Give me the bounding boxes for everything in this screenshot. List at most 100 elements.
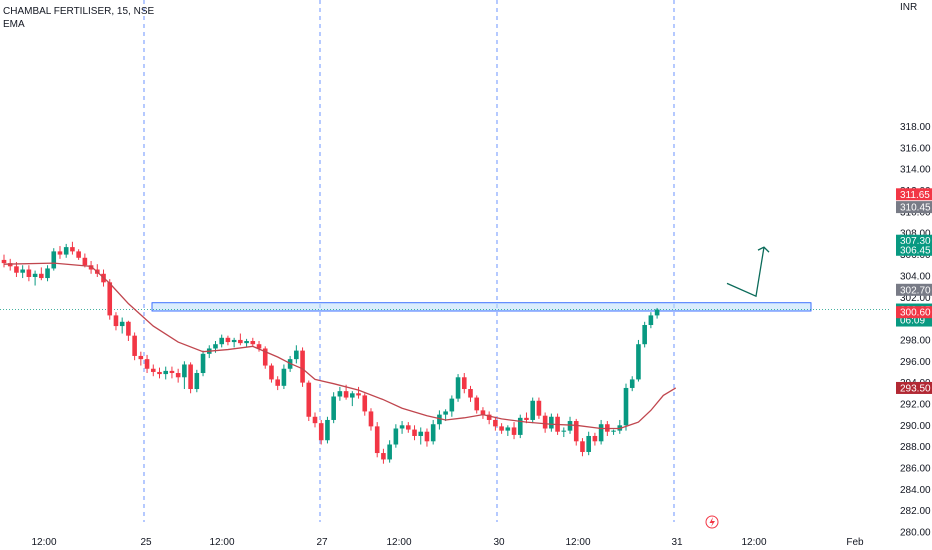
candle-body xyxy=(39,273,44,279)
candle-body xyxy=(399,425,405,429)
candle-body xyxy=(437,414,442,425)
candle-body xyxy=(636,344,641,380)
price-tag-value: 310.45 xyxy=(900,203,931,214)
candle-body xyxy=(138,355,144,360)
indicator-label[interactable]: EMA xyxy=(3,19,25,30)
x-tick-label: 12:00 xyxy=(565,537,590,548)
candle-body xyxy=(517,417,523,435)
candle-body xyxy=(1,259,7,264)
price-tag-box xyxy=(896,306,932,319)
x-tick-label: 12:00 xyxy=(209,537,234,548)
candle-body xyxy=(63,247,69,255)
symbol-title[interactable]: CHAMBAL FERTILISER, 15, NSE xyxy=(3,6,155,17)
candle-body xyxy=(629,379,635,388)
projection-arrow xyxy=(726,246,770,298)
resistance-zone xyxy=(0,302,890,312)
candle-body xyxy=(455,377,461,399)
candle-body xyxy=(107,282,113,316)
candle-body xyxy=(250,341,256,345)
candle-body xyxy=(542,415,548,429)
candle-body xyxy=(430,424,436,442)
candle-body xyxy=(530,400,535,420)
price-tag-box xyxy=(896,188,932,201)
candle-body xyxy=(57,251,63,255)
currency-label: INR xyxy=(900,2,917,13)
candle-body xyxy=(642,325,647,345)
candle-body xyxy=(387,444,392,460)
y-tick-label: 308.00 xyxy=(900,229,931,240)
candle-body xyxy=(592,435,598,442)
candle-body xyxy=(449,398,455,412)
candle-body xyxy=(381,453,386,460)
candle-body xyxy=(45,268,50,279)
price-tag-value: 306.45 xyxy=(900,245,931,256)
ema-line xyxy=(3,262,677,430)
candle-body xyxy=(573,421,579,442)
y-tick-label: 288.00 xyxy=(900,442,931,453)
resistance-zone-box xyxy=(151,302,812,312)
price-axis[interactable]: INR 280.00 282.00 284.00 286.00 288.00 290.00 2… xyxy=(900,2,931,539)
candle-body xyxy=(20,269,25,273)
x-tick-label: Feb xyxy=(846,537,864,548)
candle-body xyxy=(306,382,312,417)
candle-body xyxy=(188,364,193,390)
candle-body xyxy=(157,371,162,375)
time-axis[interactable]: 12:00 25 12:00 27 12:00 30 12:00 31 12:00 Feb xyxy=(31,537,864,548)
y-tick-label: 302.00 xyxy=(900,293,931,304)
candle-body xyxy=(200,353,206,374)
candle-body xyxy=(175,373,181,378)
candle-body xyxy=(7,263,13,267)
candle-body xyxy=(561,430,567,432)
candle-body xyxy=(374,426,380,454)
candle-body xyxy=(300,350,305,383)
candle-body xyxy=(318,423,324,441)
candle-body xyxy=(524,417,529,420)
candle-body xyxy=(480,410,486,415)
x-tick-label: 30 xyxy=(493,537,505,548)
candle-body xyxy=(88,265,94,270)
candle-body xyxy=(275,379,280,386)
candle-body xyxy=(350,393,355,398)
candle-body xyxy=(343,391,349,398)
candle-body xyxy=(32,273,38,277)
candle-body xyxy=(611,430,616,432)
candle-body xyxy=(424,431,430,442)
y-tick-label: 284.00 xyxy=(900,485,931,496)
candle-body xyxy=(238,339,243,344)
candle-body xyxy=(269,365,274,380)
x-tick-label: 12:00 xyxy=(741,537,766,548)
price-tag-box xyxy=(896,243,932,256)
candle-body xyxy=(219,337,224,345)
candle-body xyxy=(580,441,585,452)
y-tick-label: 292.00 xyxy=(900,399,931,410)
price-tag-box xyxy=(896,283,932,296)
price-tag-box xyxy=(896,201,932,214)
y-tick-label: 318.00 xyxy=(900,122,931,133)
candle-body xyxy=(567,421,573,431)
candle-body xyxy=(368,411,374,427)
x-tick-label: 27 xyxy=(316,537,328,548)
price-tag-countdown: 06:09 xyxy=(900,316,925,327)
projection-path xyxy=(726,247,765,298)
price-tags: 311.65310.45307.30306.45302.70300.8506:0… xyxy=(896,188,932,394)
candle-body xyxy=(406,425,411,430)
candle-body xyxy=(474,397,480,411)
candle-body xyxy=(14,266,19,273)
candle-body xyxy=(418,431,424,436)
candle-body xyxy=(536,400,542,416)
candle-body xyxy=(294,350,299,360)
y-tick-label: 298.00 xyxy=(900,335,931,346)
y-tick-label: 290.00 xyxy=(900,421,931,432)
y-tick-label: 314.00 xyxy=(900,165,931,176)
candle-body xyxy=(468,389,473,398)
candle-body xyxy=(443,411,448,415)
candle-body xyxy=(26,269,32,277)
ema-path xyxy=(3,262,677,430)
candle-body xyxy=(82,257,88,266)
candle-body xyxy=(51,251,57,269)
candle-body xyxy=(225,337,231,343)
candle-body xyxy=(362,395,368,412)
candle-body xyxy=(126,321,131,336)
x-tick-label: 12:00 xyxy=(386,537,411,548)
